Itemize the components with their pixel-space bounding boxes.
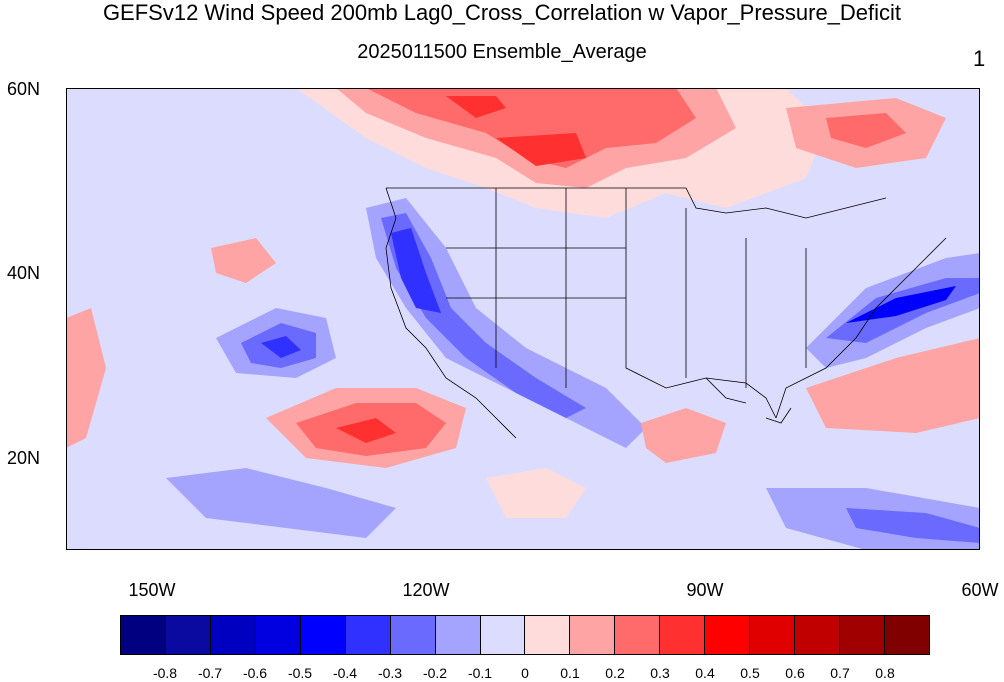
colorbar-label: 0.6 [785, 665, 805, 681]
colorbar-box [300, 616, 346, 654]
colorbar-label: 0.1 [560, 665, 580, 681]
lon-label-90w: 90W [686, 580, 724, 600]
colorbar-label: 0.3 [650, 665, 670, 681]
colorbar-box [840, 616, 885, 654]
colorbar-box [121, 616, 166, 654]
coastline-outlines [385, 187, 947, 439]
colorbar-box [210, 616, 256, 654]
field-southern-positive [486, 468, 586, 518]
colorbar-box [615, 616, 661, 654]
lat-label-60n: 60N [6, 79, 40, 99]
lon-label-60w: 60W [961, 580, 999, 600]
colorbar-label: 0.2 [605, 665, 625, 681]
colorbar-box [525, 616, 571, 654]
field-atlantic-positive [806, 338, 980, 433]
colorbar-label: 0.7 [830, 665, 850, 681]
field-westcoast-negative [366, 198, 646, 448]
colorbar-label: -0.5 [287, 665, 313, 681]
lat-label-20n: 20N [6, 448, 40, 468]
field-north-positive-3 [366, 88, 696, 168]
field-pacific-negative-3 [261, 336, 301, 358]
map-title: GEFSv12 Wind Speed 200mb Lag0_Cross_Corr… [102, 0, 902, 25]
lat-label-40n: 40N [6, 263, 40, 283]
field-west-edge-positive [66, 308, 106, 448]
field-north-positive-4 [446, 96, 586, 166]
field-gulf-positive [641, 408, 726, 463]
colorbar-box [345, 616, 391, 654]
colorbar-box [884, 616, 929, 654]
colorbar-label: -0.8 [152, 665, 178, 681]
colorbar-label: -0.3 [377, 665, 403, 681]
colorbar-label: -0.7 [197, 665, 223, 681]
field-southern-negative-3 [846, 508, 980, 543]
field-east-canada-positive-2 [826, 113, 906, 148]
colorbar-label: 0.5 [740, 665, 760, 681]
colorbar-label: -0.4 [332, 665, 358, 681]
lon-label-120w: 120W [402, 580, 450, 600]
colorbar-box [660, 616, 706, 654]
colorbar-box [705, 616, 751, 654]
field-westcoast-negative-3 [391, 228, 441, 313]
colorbar-box [570, 616, 616, 654]
field-southern-negative [166, 468, 396, 538]
colorbar-label: -0.2 [422, 665, 448, 681]
colorbar-label: -0.6 [242, 665, 268, 681]
colorbar-box [795, 616, 840, 654]
colorbar-label: 0 [521, 665, 529, 681]
field-eastcoast-negative-3 [846, 286, 956, 323]
field-westcoast-negative-2 [381, 213, 586, 418]
field-pacific-positive-3 [336, 418, 396, 443]
field-west-pacific-positive [211, 238, 276, 283]
correlation-map [66, 88, 980, 550]
map-svg [66, 88, 980, 550]
map-subtitle: 2025011500 Ensemble_Average [357, 41, 647, 63]
colorbar-box [480, 616, 526, 654]
colorbar [120, 615, 930, 655]
colorbar-label: 0.4 [695, 665, 715, 681]
colorbar-box [750, 616, 796, 654]
colorbar-label: 0.8 [875, 665, 895, 681]
colorbar-box [390, 616, 436, 654]
colorbar-box [255, 616, 301, 654]
colorbar-label: -0.1 [467, 665, 493, 681]
colorbar-box [165, 616, 211, 654]
colorbar-box [435, 616, 481, 654]
lon-label-150w: 150W [128, 580, 176, 600]
panel-number: 1 [973, 46, 986, 71]
